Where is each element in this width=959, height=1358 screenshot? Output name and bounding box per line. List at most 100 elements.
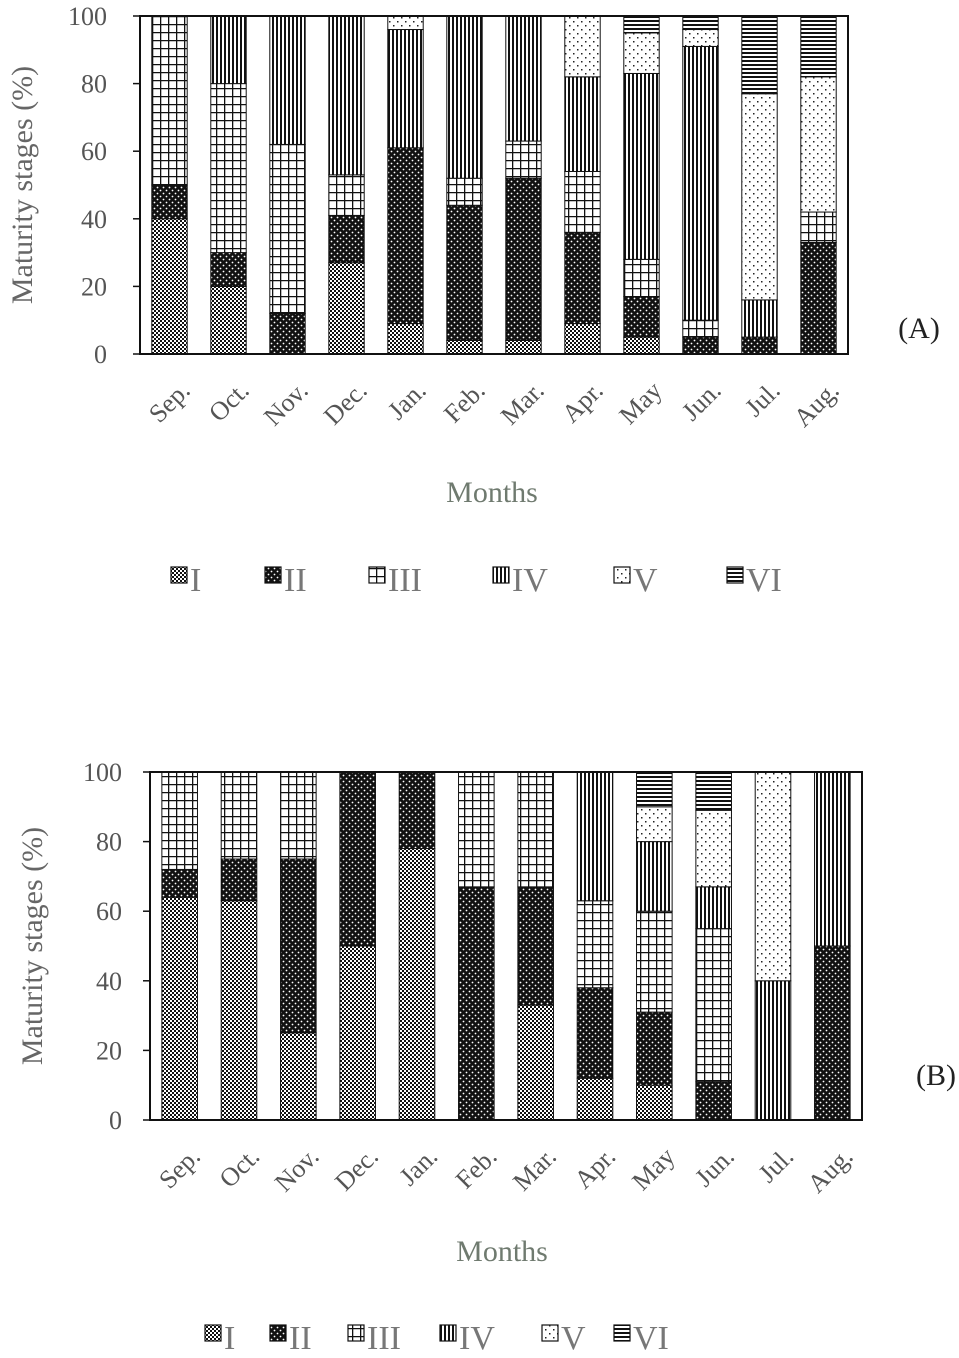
x-tick-label: Jun. bbox=[676, 376, 727, 427]
bar-segment-ii-aug bbox=[800, 241, 837, 355]
panel-label: (B) bbox=[916, 1059, 956, 1092]
legend-label: I bbox=[190, 562, 201, 599]
x-tick-label: Oct. bbox=[203, 376, 255, 428]
legend-swatch-i bbox=[204, 1324, 222, 1342]
bar-segment-v-jul bbox=[754, 771, 792, 982]
bar-segment-ii-mar bbox=[505, 177, 542, 341]
y-tick-label: 0 bbox=[109, 1106, 122, 1135]
bar-segment-iv-dec bbox=[328, 15, 365, 176]
legend-swatch-iv bbox=[439, 1324, 457, 1342]
y-axis-label: Maturity stages (%) bbox=[6, 66, 39, 304]
legend-label: II bbox=[289, 1320, 312, 1357]
x-tick-label: Jul. bbox=[753, 1142, 800, 1189]
bar-segment-iii-aug bbox=[800, 211, 837, 243]
legend-swatch-i bbox=[170, 566, 188, 584]
bar-segment-i-jan bbox=[398, 848, 436, 1121]
x-tick-label: Dec. bbox=[329, 1142, 384, 1197]
bar-segment-ii-may bbox=[636, 1011, 673, 1086]
legend-swatch-ii bbox=[269, 1324, 287, 1342]
bar-segment-iii-nov bbox=[280, 771, 317, 860]
y-tick-label: 80 bbox=[96, 828, 122, 857]
x-tick-label: Apr. bbox=[569, 1142, 622, 1195]
bar-segment-v-may bbox=[636, 806, 673, 843]
bar-segment-iv-jun bbox=[695, 886, 732, 930]
bar-segment-iv-mar bbox=[505, 15, 542, 142]
bar-segment-iii-jun bbox=[695, 928, 732, 1083]
bar-segment-vi-jun bbox=[695, 771, 732, 811]
chart-panel-a: Sep. Oct. Nov. Dec. Jan. Feb. Mar. Apr. May Jun. J… bbox=[6, 2, 940, 599]
bar-segment-iv-apr bbox=[576, 771, 614, 902]
bar-segment-i-jan bbox=[387, 323, 424, 355]
legend-swatch-v bbox=[613, 566, 631, 584]
bar-segment-iv-jun bbox=[682, 45, 719, 321]
bar-segment-iii-feb bbox=[458, 771, 495, 888]
legend-swatch-v bbox=[541, 1324, 559, 1342]
bar-segment-i-feb bbox=[446, 339, 483, 355]
bar-segment-v-jul bbox=[741, 93, 778, 301]
bar-segment-i-mar bbox=[517, 1004, 554, 1121]
x-tick-label: Mar. bbox=[495, 376, 550, 431]
bar-segment-i-apr bbox=[576, 1077, 614, 1121]
bar-segment-i-oct bbox=[220, 900, 258, 1121]
bar-segment-ii-sep bbox=[151, 184, 188, 220]
bar-segment-iii-may bbox=[636, 910, 673, 1013]
y-tick-label: 0 bbox=[94, 340, 107, 369]
bar-segment-ii-nov bbox=[269, 312, 306, 355]
y-tick-label: 60 bbox=[96, 897, 122, 926]
legend-label: VI bbox=[633, 1320, 669, 1357]
plot-frame bbox=[139, 15, 849, 355]
x-tick-label: Aug. bbox=[788, 376, 845, 433]
bar-segment-i-nov bbox=[280, 1032, 317, 1121]
legend-swatch-iii bbox=[347, 1324, 365, 1342]
legend-label: V bbox=[561, 1320, 586, 1357]
bar-segment-iii-apr bbox=[564, 170, 601, 233]
x-tick-label: Feb. bbox=[450, 1142, 503, 1195]
x-tick-label: Oct. bbox=[214, 1142, 266, 1194]
bar-segment-iv-may bbox=[636, 841, 673, 912]
x-tick-label: Jan. bbox=[394, 1142, 444, 1192]
bar-segment-ii-dec bbox=[339, 771, 376, 947]
bar-segment-i-may bbox=[636, 1084, 673, 1121]
bar-segment-ii-oct bbox=[210, 252, 247, 287]
y-tick-label: 60 bbox=[81, 137, 107, 166]
bar-segment-iv-nov bbox=[269, 15, 306, 145]
y-tick-label: 40 bbox=[81, 205, 107, 234]
bar-segment-iii-may bbox=[623, 258, 660, 298]
bar-segment-iii-oct bbox=[220, 771, 258, 860]
legend-label: IV bbox=[459, 1320, 495, 1357]
bar-segment-ii-oct bbox=[220, 858, 258, 902]
bar-segment-iii-sep bbox=[161, 771, 198, 870]
y-tick-label: 100 bbox=[83, 758, 122, 787]
bar-segment-i-oct bbox=[210, 285, 247, 355]
bar-segment-vi-jul bbox=[741, 15, 778, 95]
bar-segment-ii-feb bbox=[458, 886, 495, 1121]
bar-segment-iii-apr bbox=[576, 900, 614, 989]
legend-label: III bbox=[367, 1320, 401, 1357]
bar-segment-ii-aug bbox=[814, 945, 851, 1121]
panel-label: (A) bbox=[898, 312, 940, 345]
bar-segment-ii-jul bbox=[741, 336, 778, 355]
x-tick-label: Nov. bbox=[258, 376, 314, 432]
legend-swatch-vi bbox=[726, 566, 744, 584]
bar-segment-iii-jun bbox=[682, 319, 719, 338]
bar-segment-ii-feb bbox=[446, 204, 483, 341]
legend: I II III IV V VI bbox=[170, 562, 782, 599]
bar-segment-ii-jun bbox=[695, 1081, 732, 1121]
bar-segment-iii-dec bbox=[328, 174, 365, 216]
bar-segment-ii-dec bbox=[328, 214, 365, 264]
bar-segment-i-apr bbox=[564, 323, 601, 355]
bar-segment-i-dec bbox=[339, 945, 376, 1121]
legend-label: V bbox=[633, 562, 658, 599]
legend-label: III bbox=[388, 562, 422, 599]
bar-segment-iv-jan bbox=[387, 29, 424, 149]
x-tick-label: Sep. bbox=[143, 376, 196, 429]
bar-segment-vi-aug bbox=[800, 15, 837, 78]
x-tick-label: Jun. bbox=[689, 1142, 740, 1193]
x-tick-label: Mar. bbox=[507, 1142, 562, 1197]
x-tick-label: May bbox=[626, 1142, 680, 1196]
x-axis-label: Months bbox=[446, 476, 538, 509]
bar-segment-iii-mar bbox=[505, 140, 542, 179]
x-tick-label: Nov. bbox=[269, 1142, 325, 1198]
legend: I II III IV V VI bbox=[204, 1320, 669, 1357]
y-tick-label: 80 bbox=[81, 70, 107, 99]
